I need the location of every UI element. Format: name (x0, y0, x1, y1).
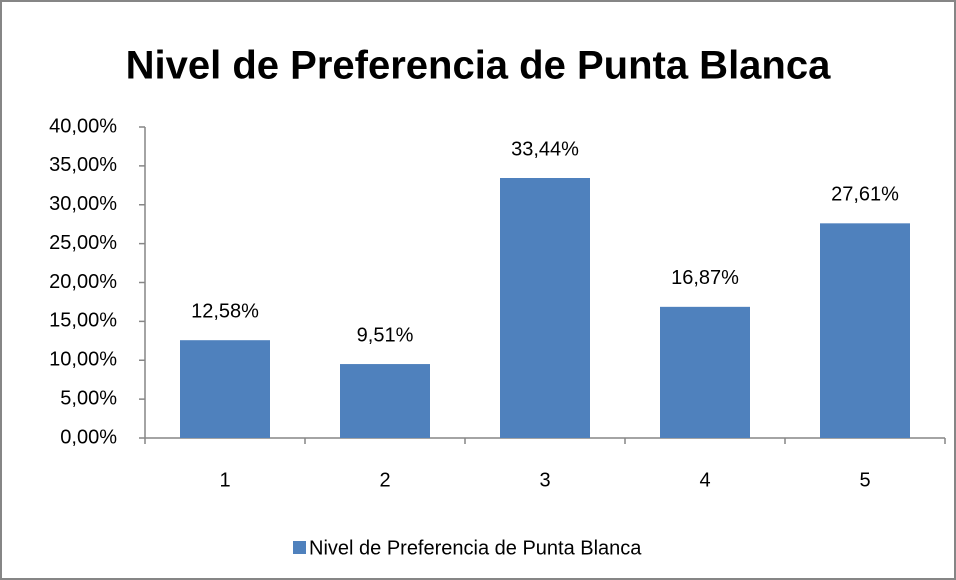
bar (180, 340, 270, 438)
legend-label: Nivel de Preferencia de Punta Blanca (309, 537, 642, 559)
bar (500, 178, 590, 438)
x-tick-label: 4 (699, 469, 710, 491)
data-label: 33,44% (511, 138, 579, 160)
x-tick-label: 5 (859, 469, 870, 491)
y-tick-label: 10,00% (49, 349, 117, 371)
y-tick-label: 25,00% (49, 232, 117, 254)
y-tick-label: 35,00% (49, 154, 117, 176)
data-label: 27,61% (831, 184, 899, 206)
bar (340, 364, 430, 438)
y-tick-label: 20,00% (49, 271, 117, 293)
data-label: 12,58% (191, 300, 259, 322)
data-label: 9,51% (357, 324, 414, 346)
x-tick-label: 1 (219, 469, 230, 491)
legend-swatch (293, 541, 306, 554)
chart-title: Nivel de Preferencia de Punta Blanca (126, 44, 831, 88)
y-tick-label: 40,00% (49, 115, 117, 137)
y-tick-label: 5,00% (60, 387, 117, 409)
y-tick-label: 0,00% (60, 426, 117, 448)
y-tick-label: 30,00% (49, 193, 117, 215)
bar (820, 223, 910, 438)
y-tick-label: 15,00% (49, 310, 117, 332)
data-label: 16,87% (671, 267, 739, 289)
x-tick-label: 3 (539, 469, 550, 491)
x-tick-label: 2 (379, 469, 390, 491)
bar (660, 306, 750, 438)
